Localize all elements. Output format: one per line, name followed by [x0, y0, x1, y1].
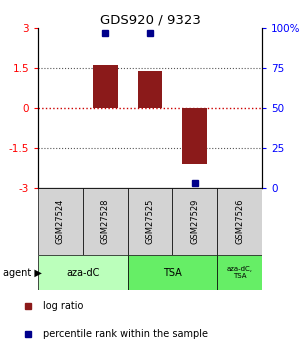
Bar [217, 255, 262, 290]
Bar [38, 255, 128, 290]
Text: GSM27525: GSM27525 [145, 199, 155, 244]
Bar [138, 71, 162, 108]
Bar [83, 188, 128, 255]
Text: GSM27524: GSM27524 [56, 199, 65, 244]
Text: aza-dC: aza-dC [66, 267, 99, 277]
Text: aza-dC,
TSA: aza-dC, TSA [227, 266, 253, 279]
Text: GSM27529: GSM27529 [190, 199, 199, 244]
Text: log ratio: log ratio [43, 301, 84, 311]
Text: TSA: TSA [163, 267, 182, 277]
Bar [182, 108, 207, 164]
Text: GSM27528: GSM27528 [101, 199, 110, 244]
Bar [93, 65, 118, 108]
Bar [128, 255, 217, 290]
Bar [217, 188, 262, 255]
Text: GSM27526: GSM27526 [235, 199, 244, 244]
Text: agent ▶: agent ▶ [3, 267, 42, 277]
Bar [128, 188, 172, 255]
Text: percentile rank within the sample: percentile rank within the sample [43, 329, 208, 339]
Bar [38, 188, 83, 255]
Title: GDS920 / 9323: GDS920 / 9323 [100, 14, 201, 27]
Bar [172, 188, 217, 255]
